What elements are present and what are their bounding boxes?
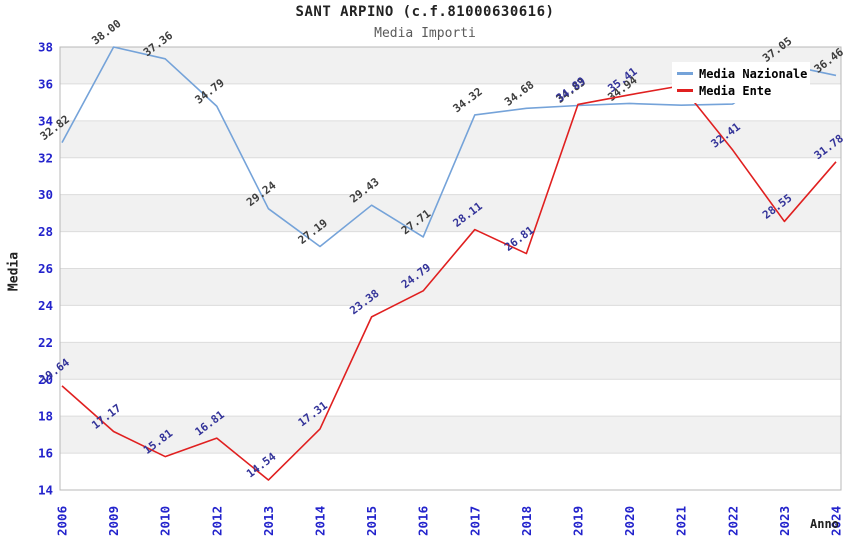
grid-band <box>60 194 841 232</box>
y-tick-label: 38 <box>38 40 53 55</box>
y-tick-label: 28 <box>38 224 53 239</box>
x-tick-label: 2006 <box>55 506 70 536</box>
series-line-media-nazionale <box>61 46 837 248</box>
y-tick-label: 30 <box>38 187 53 202</box>
y-tick-label: 20 <box>38 372 53 387</box>
x-tick-label: 2018 <box>519 506 534 536</box>
legend-item-media-ente: Media Ente <box>677 82 810 99</box>
y-tick-label: 26 <box>38 261 53 276</box>
x-tick-label: 2015 <box>364 506 379 536</box>
series-line-media-ente <box>61 84 837 481</box>
legend-line-swatch-ente <box>677 89 693 92</box>
grid-band <box>60 416 841 454</box>
data-label: 34.32 <box>451 85 485 115</box>
grid-band <box>60 342 841 380</box>
x-tick-label: 2016 <box>416 506 431 536</box>
x-tick-label: 2017 <box>467 506 482 536</box>
x-tick-label: 2019 <box>571 506 586 536</box>
x-tick-label: 2014 <box>313 506 328 536</box>
y-tick-label: 14 <box>38 483 53 498</box>
plot-frame <box>59 46 842 491</box>
y-tick-label: 36 <box>38 76 53 91</box>
legend-line-swatch-nazionale <box>677 72 693 75</box>
x-tick-label: 2012 <box>209 506 224 536</box>
x-tick-label: 2021 <box>674 506 689 536</box>
grid-band <box>60 268 841 306</box>
legend-item-media-nazionale: Media Nazionale <box>677 65 810 82</box>
y-tick-label: 24 <box>38 298 53 313</box>
y-tick-label: 34 <box>38 113 53 128</box>
y-tick-label: 22 <box>38 335 53 350</box>
grid-band <box>60 120 841 158</box>
x-tick-label: 2010 <box>158 506 173 536</box>
legend: Media Nazionale Media Ente <box>672 62 810 103</box>
y-tick-label: 32 <box>38 150 53 165</box>
legend-label-ente: Media Ente <box>699 83 772 98</box>
y-tick-label: 18 <box>38 409 53 424</box>
x-tick-label: 2009 <box>106 506 121 536</box>
y-tick-label: 16 <box>38 446 53 461</box>
chart-subtitle: Media Importi <box>374 26 476 41</box>
x-tick-label: 2024 <box>829 506 844 536</box>
x-tick-label: 2022 <box>725 506 740 536</box>
x-tick-label: 2013 <box>261 506 276 536</box>
x-axis-title: Anno <box>810 517 839 531</box>
y-axis-title: Media <box>6 251 22 292</box>
chart-title: SANT ARPINO (c.f.81000630616) <box>295 4 555 20</box>
legend-label-nazionale: Media Nazionale <box>699 66 808 81</box>
x-tick-label: 2020 <box>622 506 637 536</box>
x-tick-label: 2023 <box>777 506 792 536</box>
